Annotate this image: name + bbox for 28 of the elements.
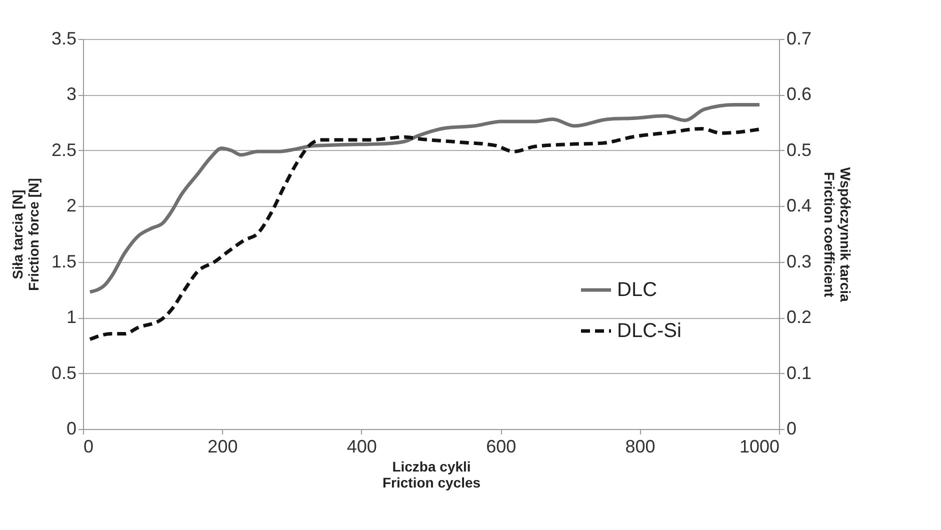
x-tick-label: 0 [84, 436, 94, 456]
y2-tick-label: 0.2 [786, 307, 812, 328]
x-tick-label: 1000 [739, 436, 780, 456]
x-tick-label: 600 [486, 436, 516, 456]
line-series [88, 126, 762, 342]
y-tick-label: 1.5 [51, 251, 76, 272]
y-tick-label: 2.5 [51, 140, 76, 160]
y2-tick-label: 0.3 [786, 251, 812, 272]
y2-tick-label: 0.4 [786, 196, 812, 216]
y2-tick-label: 0.7 [786, 28, 812, 48]
y-tick-label: 2 [66, 196, 76, 216]
x-tick-label: 200 [208, 436, 238, 456]
y-axis-title: Siła tarcia [N] Friction force [N] [9, 178, 42, 291]
x-tick-label: 400 [346, 436, 377, 456]
y-tick-label: 3.5 [51, 28, 76, 48]
y2-tick-label: 0.5 [786, 140, 812, 160]
y-tick-label: 3 [66, 84, 76, 104]
y-tick-label: 0.5 [51, 362, 76, 383]
x-tick-label: 800 [625, 436, 656, 456]
y2-tick-label: 0.1 [786, 362, 812, 383]
y2-tick-label: 0 [786, 418, 797, 438]
legend-label: DLC [617, 279, 658, 301]
y2-axis-title: Współczynnik tarcia Friction coefficient [822, 167, 854, 302]
y-tick-label: 1 [66, 307, 76, 328]
y2-tick-label: 0.6 [786, 84, 812, 104]
legend-label: DLC-Si [617, 320, 682, 342]
y-tick-label: 0 [66, 418, 76, 438]
x-axis-title: Liczba cykli Friction cycles [382, 458, 481, 490]
